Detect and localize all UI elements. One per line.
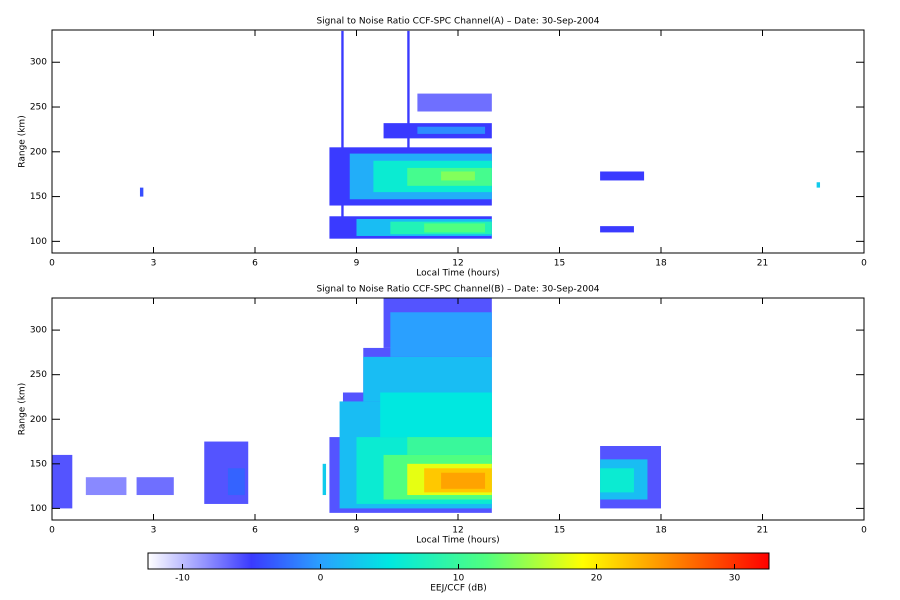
heat-cell [417, 93, 492, 112]
x-tick-label: 21 [757, 259, 768, 269]
x-tick-label: 0 [49, 259, 55, 269]
y-tick-label: 100 [30, 504, 47, 514]
y-tick-label: 250 [30, 370, 47, 380]
heat-cell [380, 392, 492, 438]
x-tick-label: 3 [151, 259, 157, 269]
x-tick-label: 15 [554, 526, 565, 536]
x-tick-label: 0 [861, 259, 867, 269]
y-axis-label: Range (km) [18, 115, 28, 167]
x-tick-label: 21 [757, 526, 768, 536]
heat-cell [136, 477, 174, 496]
heat-cell [441, 472, 486, 489]
y-tick-label: 200 [30, 147, 47, 157]
x-tick-label: 12 [452, 259, 463, 269]
heat-cell [816, 182, 821, 188]
x-tick-label: 18 [655, 526, 667, 536]
colorbar-tick-label: 0 [318, 574, 324, 584]
heat-cell [424, 223, 486, 233]
colorbar-label: EEJ/CCF (dB) [430, 584, 487, 594]
x-tick-label: 0 [861, 526, 867, 536]
x-tick-label: 9 [354, 259, 360, 269]
y-tick-label: 300 [30, 58, 47, 68]
colorbar-tick-label: 20 [591, 574, 603, 584]
heat-cell [407, 30, 410, 152]
heat-cell [390, 312, 492, 357]
x-tick-label: 6 [252, 526, 258, 536]
x-tick-label: 15 [554, 259, 565, 269]
heat-cell [52, 454, 73, 509]
heat-cell [227, 468, 245, 496]
heat-cell [600, 468, 634, 493]
heat-cell [417, 126, 486, 134]
chart-title: Signal to Noise Ratio CCF-SPC Channel(A)… [316, 17, 599, 27]
heat-cell [441, 171, 475, 181]
y-tick-label: 200 [30, 415, 47, 425]
heat-cell [407, 437, 492, 455]
y-tick-label: 100 [30, 237, 47, 247]
x-tick-label: 3 [151, 526, 157, 536]
x-tick-label: 6 [252, 259, 258, 269]
x-axis-label: Local Time (hours) [416, 269, 499, 279]
colorbar-tick-label: 30 [729, 574, 741, 584]
y-tick-label: 250 [30, 103, 47, 113]
heat-cell [85, 477, 127, 496]
colorbar-tick-label: 10 [453, 574, 465, 584]
y-tick-label: 150 [30, 192, 47, 202]
heat-cell [600, 226, 634, 233]
y-tick-label: 150 [30, 459, 47, 469]
heat-cell [322, 463, 327, 496]
colorbar-tick-label: -10 [175, 574, 190, 584]
y-axis-label: Range (km) [18, 383, 28, 435]
heat-cell [139, 187, 144, 197]
y-tick-label: 300 [30, 326, 47, 336]
x-axis-label: Local Time (hours) [416, 536, 499, 546]
heat-cell [600, 171, 645, 181]
chart-title: Signal to Noise Ratio CCF-SPC Channel(B)… [316, 285, 599, 295]
x-tick-label: 18 [655, 259, 667, 269]
x-tick-label: 9 [354, 526, 360, 536]
x-tick-label: 12 [452, 526, 463, 536]
x-tick-label: 0 [49, 526, 55, 536]
heat-cell [341, 30, 344, 224]
